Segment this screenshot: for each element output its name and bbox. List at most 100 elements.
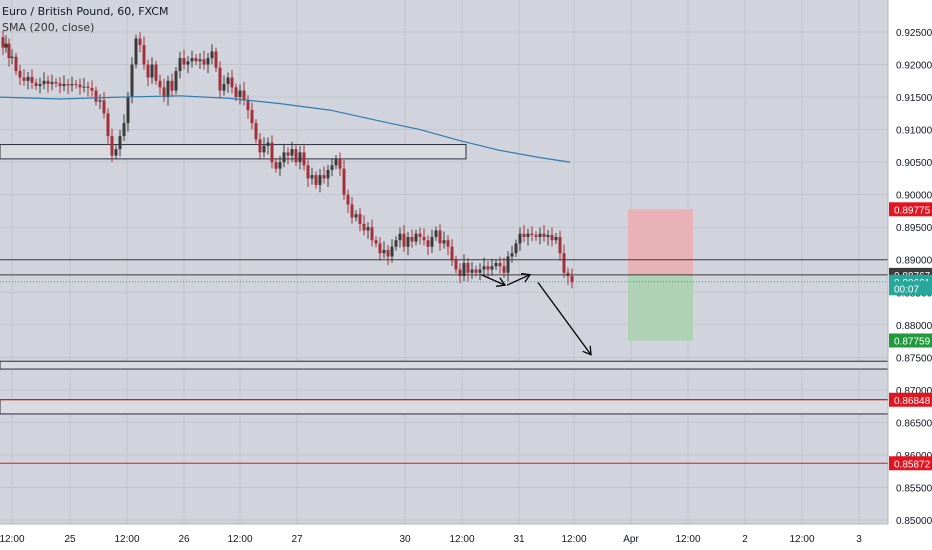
candle-up: [134, 38, 138, 65]
candle-up: [50, 82, 54, 85]
candle-down: [46, 80, 50, 85]
candle-up: [82, 86, 86, 88]
candle-down: [450, 246, 454, 260]
candle-up: [526, 233, 530, 237]
candle-down: [530, 233, 534, 236]
candle-down: [182, 58, 186, 65]
short-position-tool[interactable]: [628, 209, 693, 341]
candle-down: [154, 64, 158, 81]
candle-down: [242, 90, 246, 101]
candle-down: [30, 76, 34, 83]
candle-up: [310, 175, 314, 179]
candle-up: [222, 84, 226, 91]
candle-down: [14, 56, 18, 72]
candle-down: [474, 269, 478, 273]
gray-box-middle: [0, 360, 889, 370]
candle-up: [538, 233, 542, 237]
candle-down: [558, 236, 562, 254]
candle-down: [250, 110, 254, 124]
price-badge-label: 0.85872: [894, 459, 931, 470]
candle-down: [86, 86, 90, 88]
candle-down: [422, 236, 426, 241]
candle-up: [482, 266, 486, 270]
candle-down: [74, 84, 78, 86]
candle-down: [522, 233, 526, 237]
time-axis: 12:00 25 12:00 26 12:00 27 30 12:00 31 12:00 Apr 12…: [0, 534, 862, 545]
candle-down: [94, 90, 98, 102]
candle-up: [42, 80, 46, 85]
candle-down: [542, 233, 546, 237]
candle-up: [278, 162, 282, 169]
price-tick-label: 0.85500: [896, 483, 932, 494]
indicator-label[interactable]: SMA (200, close): [2, 21, 95, 34]
trend-arrow: [480, 274, 506, 286]
candle-down: [254, 123, 258, 140]
time-scale-background[interactable]: [0, 524, 888, 550]
candle-up: [494, 262, 498, 267]
price-tick-label: 0.91500: [896, 93, 932, 104]
candle-up: [262, 145, 266, 153]
candle-down: [322, 175, 326, 179]
candle-up: [514, 243, 518, 254]
candle-down: [362, 223, 366, 231]
candle-up: [198, 59, 202, 62]
candle-up: [518, 233, 522, 244]
candle-down: [534, 235, 538, 237]
chart-legend[interactable]: Euro / British Pound, 60, FXCM SMA (200,…: [2, 4, 168, 36]
time-tick-label: 3: [856, 534, 862, 545]
candle-up: [70, 84, 74, 86]
time-tick-label: 12:00: [227, 534, 252, 545]
candle-down: [486, 266, 490, 270]
candle-up: [366, 227, 370, 231]
candle-down: [234, 87, 238, 98]
time-tick-label: 30: [399, 534, 411, 545]
price-badge: [889, 456, 932, 471]
candle-up: [554, 236, 558, 241]
candle-down: [286, 152, 290, 156]
candle-up: [186, 61, 190, 65]
candle-up: [510, 253, 514, 257]
candle-up: [470, 269, 474, 273]
candle-down: [410, 236, 414, 242]
candle-down: [338, 158, 342, 169]
trend-arrow: [506, 274, 531, 286]
price-badge: [889, 333, 932, 348]
candle-down: [54, 82, 58, 84]
price-badges: 0.897750.887670.8866100:070.877590.86848…: [889, 202, 932, 471]
candle-down: [1, 37, 5, 48]
candle-down: [314, 175, 318, 185]
time-tick-label: 27: [291, 534, 303, 545]
time-tick-label: 2: [742, 534, 748, 545]
price-tick-label: 0.92500: [896, 28, 932, 39]
candle-up: [174, 71, 178, 91]
candle-up: [114, 149, 118, 156]
candle-down: [402, 233, 406, 247]
trend-arrow: [537, 282, 592, 356]
candle-down: [438, 230, 442, 244]
time-tick-label: 12:00: [789, 534, 814, 545]
time-tick-label: 12:00: [114, 534, 139, 545]
candle-down: [566, 272, 570, 276]
candle-up: [442, 240, 446, 244]
price-tick-label: 0.90500: [896, 158, 932, 169]
time-tick-label: Apr: [623, 534, 639, 545]
candle-down: [570, 276, 574, 282]
candle-down: [58, 83, 62, 87]
symbol-title[interactable]: Euro / British Pound, 60, FXCM: [2, 5, 169, 18]
price-tick-label: 0.86500: [896, 418, 932, 429]
time-tick-label: 12:00: [561, 534, 586, 545]
candle-up: [206, 58, 210, 65]
time-tick-label: 26: [178, 534, 190, 545]
candle-down: [158, 80, 162, 88]
price-badge-label: 0.89775: [894, 205, 931, 216]
candle-down: [446, 240, 450, 247]
gray-box-upper: [0, 144, 467, 160]
sma-line: [0, 95, 571, 163]
gray-box-lower: [0, 399, 889, 415]
candle-up: [62, 84, 66, 87]
candle-up: [478, 269, 482, 273]
candle-up: [414, 233, 418, 242]
price-tick-label: 0.87000: [896, 386, 932, 397]
